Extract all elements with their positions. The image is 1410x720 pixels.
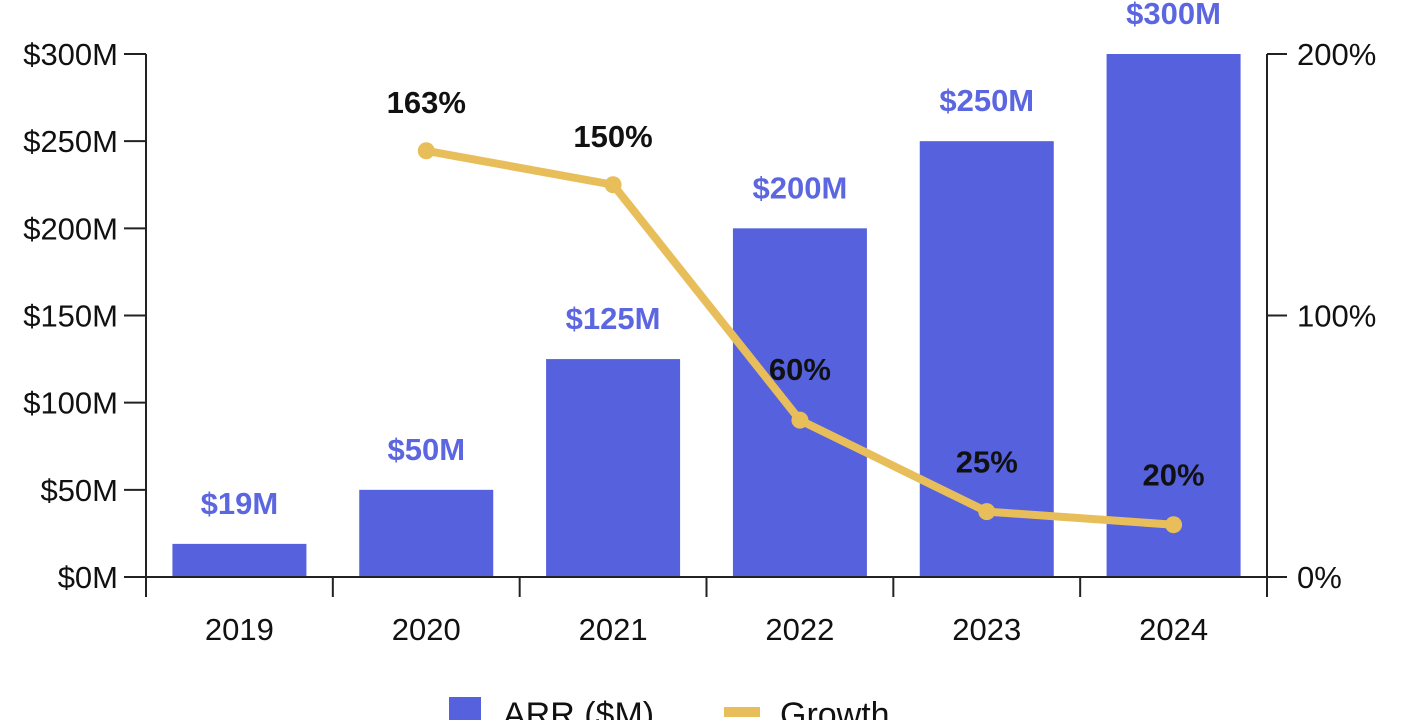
bar-2019 [172,543,307,577]
growth-label-2020: 163% [387,85,466,120]
growth-label-2024: 20% [1143,458,1205,493]
x-tick-label: 2024 [1139,612,1208,647]
left-tick-label: $200M [23,211,118,246]
bar-label-2022: $200M [753,170,848,205]
legend: ARR ($M) Growth [449,696,890,720]
growth-series [417,142,1183,534]
growth-label-2022: 60% [769,352,831,387]
legend-swatch-arr [449,697,481,720]
growth-point-2021 [604,176,622,194]
x-tick-label: 2020 [392,612,461,647]
bar-label-2023: $250M [939,83,1034,118]
chart-axes: $0M $50M $100M $150M $200M $250M $300M 0% 100% 20… [23,37,1376,647]
legend-label-growth: Growth [780,696,890,720]
bar-label-2021: $125M [566,301,661,336]
bar-2020 [359,489,494,577]
bar-data-labels: $19M $50M $125M $200M $250M $300M [201,0,1221,521]
left-tick-label: $250M [23,124,118,159]
x-tick-label: 2021 [579,612,648,647]
growth-data-labels: 163% 150% 60% 25% 20% [387,85,1205,493]
x-tick-label: 2019 [205,612,274,647]
legend-label-arr: ARR ($M) [503,696,654,720]
bar-label-2020: $50M [387,432,465,467]
x-tick-label: 2023 [952,612,1021,647]
growth-point-2020 [417,142,435,160]
left-tick-label: $50M [40,473,118,508]
bar-2024 [1106,54,1241,577]
growth-point-2022 [791,411,809,429]
bar-label-2019: $19M [201,486,279,521]
left-tick-label: $0M [58,560,118,595]
growth-label-2021: 150% [573,119,652,154]
left-tick-label: $300M [23,37,118,72]
x-tick-label: 2022 [765,612,834,647]
growth-label-2023: 25% [956,445,1018,480]
bar-2021 [546,359,681,577]
left-tick-label: $150M [23,299,118,334]
legend-swatch-growth [724,707,760,717]
growth-point-2023 [978,503,996,521]
right-tick-label: 200% [1297,37,1376,72]
growth-point-2024 [1165,516,1183,534]
bar-label-2024: $300M [1126,0,1221,31]
bar-series [172,54,1241,578]
right-tick-label: 100% [1297,299,1376,334]
right-tick-label: 0% [1297,560,1342,595]
bar-2022 [732,228,867,578]
left-tick-label: $100M [23,386,118,421]
